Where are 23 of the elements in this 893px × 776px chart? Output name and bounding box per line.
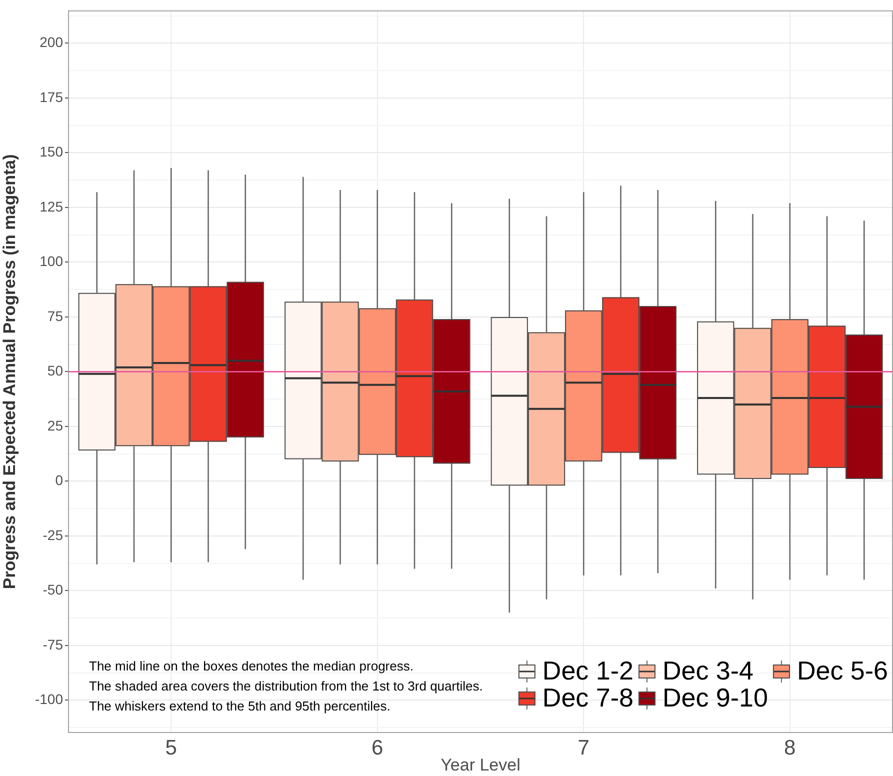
y-tick-label: -25 [42,526,64,543]
y-tick-label: 50 [47,362,64,379]
x-axis-title: Year Level [440,755,520,774]
x-tick-label: 7 [578,736,590,760]
annotation: The whiskers extend to the 5th and 95th percentiles. [89,698,390,714]
y-tick-label: 25 [47,417,64,434]
legend-label: Dec 5-6 [796,656,888,686]
y-tick-label: 200 [40,34,64,50]
y-tick-label: 150 [40,144,64,160]
x-tick-label: 6 [372,736,384,760]
y-tick-label: 175 [40,88,64,105]
x-tick-label: 8 [784,736,796,760]
y-tick-label: 100 [40,253,64,270]
y-tick-label: 0 [55,472,64,488]
y-tick-label: 75 [47,308,64,324]
y-tick-label: -100 [34,691,64,708]
annotation: The mid line on the boxes denotes the median progress. [89,658,414,674]
annotation: The shaded area covers the distribution from the 1st to 3rd quartiles. [89,678,483,694]
y-tick-label: -75 [42,636,64,652]
x-tick-label: 5 [165,736,177,760]
y-tick-label: 125 [40,198,64,214]
y-axis-title: Progress and Expected Annual Progress (in magenta) [0,154,19,590]
y-tick-label: -50 [42,582,64,598]
